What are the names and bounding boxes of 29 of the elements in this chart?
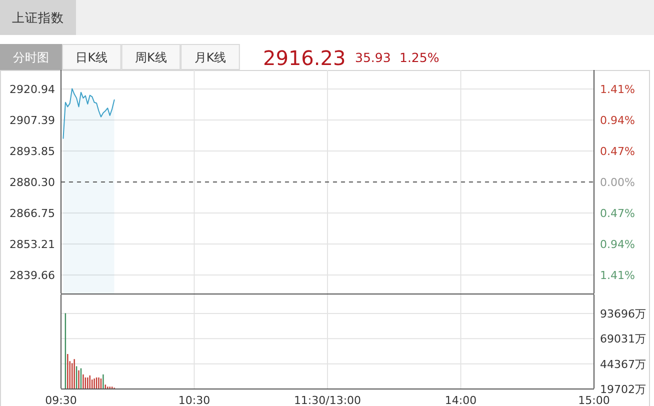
x-tick-label: 09:30	[45, 394, 77, 406]
x-tick-label: 11:30/13:00	[294, 394, 362, 406]
y-tick-label: 2893.85	[10, 144, 55, 158]
chart-title: 上证指数	[12, 10, 64, 25]
y-tick-label: 93696万	[600, 306, 646, 320]
y-tick-label: 69031万	[600, 332, 646, 346]
chart-subtitle: 2916.23 35.93 1.25%	[263, 46, 440, 70]
y2-tick-label: 0.94%	[600, 114, 635, 127]
y2-tick-label: 0.47%	[600, 144, 635, 158]
y2-tick-label: 1.41%	[600, 82, 635, 96]
y-tick-label: 2920.94	[10, 82, 55, 96]
y-tick-label: 2839.66	[10, 268, 55, 282]
y-tick-label: 2853.21	[10, 237, 55, 250]
text: 日K线	[76, 50, 108, 64]
y2-tick-label: 0.47%	[600, 206, 635, 220]
x-tick-label: 10:30	[178, 394, 210, 406]
x-tick-label: 15:00	[578, 394, 610, 406]
y2-tick-label: 0.00%	[600, 176, 635, 188]
y-tick-label: 2880.30	[10, 176, 55, 188]
y-tick-label: 2866.75	[10, 206, 55, 220]
text: 周K线	[135, 50, 167, 64]
text: 月K线	[194, 50, 226, 64]
y-tick-label: 19702万	[600, 382, 646, 396]
text: 分时图	[13, 50, 49, 64]
x-tick-label: 14:00	[444, 394, 477, 406]
y-tick-label: 2907.39	[10, 114, 55, 127]
y2-tick-label: 1.41%	[600, 268, 635, 282]
y-tick-label: 44367万	[600, 357, 646, 370]
y2-tick-label: 0.94%	[600, 237, 635, 250]
